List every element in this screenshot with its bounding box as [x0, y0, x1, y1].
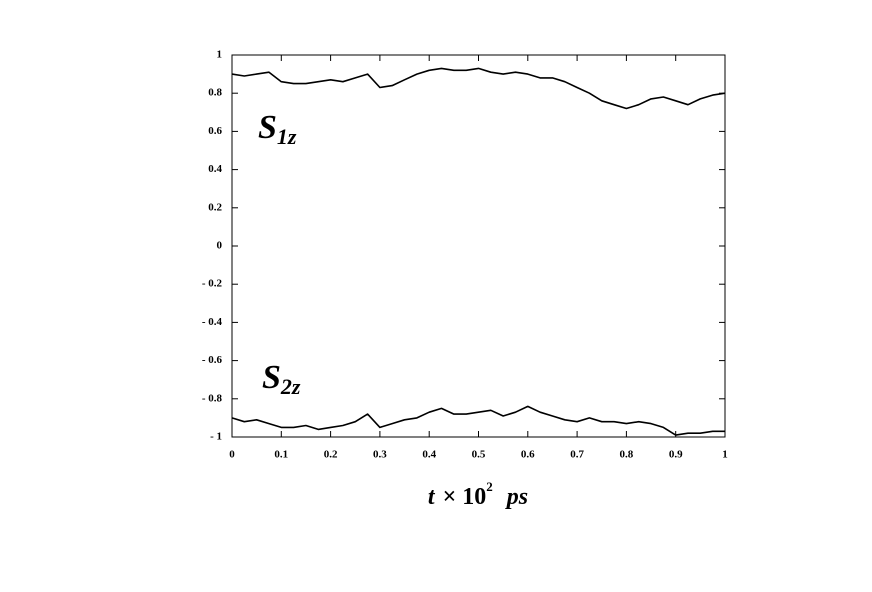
y-tick-label: 0.2: [208, 201, 222, 213]
x-tick-label: 0.4: [422, 449, 436, 461]
y-tick-label: - 0.8: [202, 392, 223, 404]
plot-frame: [231, 54, 726, 438]
y-tick-label: - 0.2: [202, 278, 223, 290]
x-tick-label: 0.2: [324, 449, 338, 461]
y-tick-label: 0: [217, 240, 223, 252]
y-tick-label: - 0.6: [202, 354, 223, 366]
annotation-subscript: 2z: [280, 374, 301, 399]
x-label-unit: ps: [505, 484, 528, 510]
y-tick-label: - 1: [210, 431, 222, 443]
annotation-symbol: S: [258, 109, 277, 146]
series-line: [231, 67, 726, 110]
y-tick-label: 0.8: [208, 87, 222, 99]
y-tick-label: - 0.4: [202, 316, 223, 328]
x-label-var: t: [428, 484, 436, 510]
x-tick-label: 0: [229, 449, 235, 461]
series-line: [231, 405, 725, 436]
x-label-times: ×: [443, 484, 457, 510]
x-axis-label: t × 102 ps: [428, 479, 528, 510]
x-tick-label: 0.5: [472, 449, 486, 461]
annotation: S2z: [262, 359, 301, 399]
x-tick-label: 0.7: [570, 449, 584, 461]
x-tick-label: 1: [722, 449, 728, 461]
annotation-subscript: 1z: [277, 124, 297, 149]
annotation: S1z: [258, 109, 297, 149]
y-tick-label: 0.4: [208, 163, 222, 175]
x-tick-label: 0.1: [274, 449, 288, 461]
x-tick-label: 0.6: [521, 449, 535, 461]
x-tick-label: 0.3: [373, 449, 387, 461]
x-tick-label: 0.8: [620, 449, 634, 461]
y-tick-label: 1: [217, 49, 223, 61]
x-label-base: 10: [462, 484, 486, 510]
x-label-exp: 2: [486, 479, 493, 494]
x-tick-label: 0.9: [669, 449, 683, 461]
annotation-symbol: S: [262, 359, 281, 396]
y-tick-label: 0.6: [208, 125, 222, 137]
